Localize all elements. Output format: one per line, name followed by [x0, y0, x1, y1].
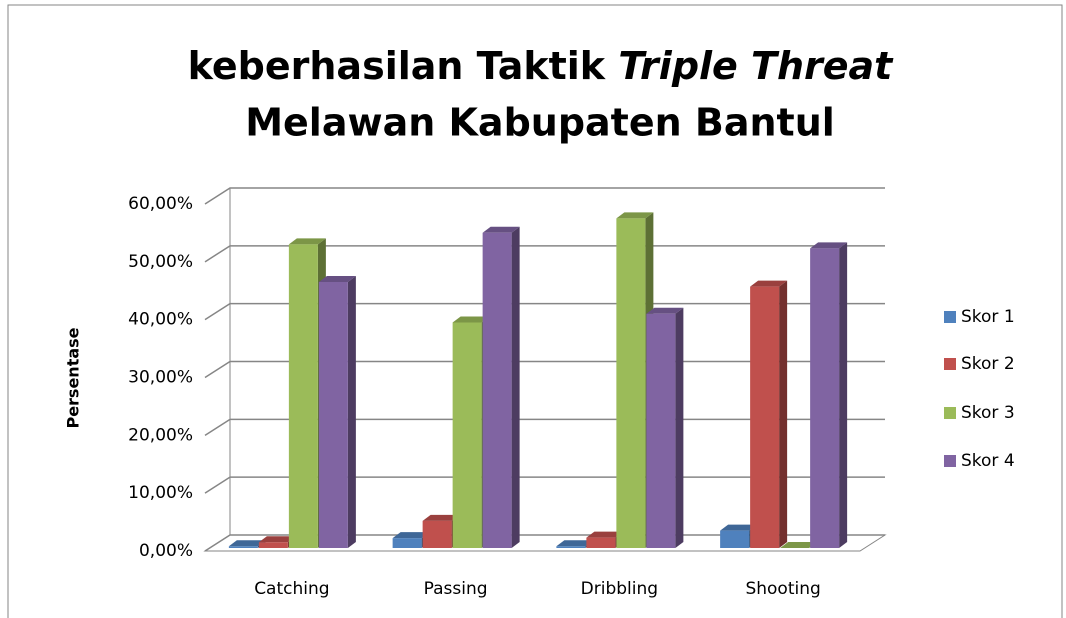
bar-face	[482, 226, 520, 233]
bar-face	[392, 532, 430, 539]
bar	[810, 242, 848, 548]
bar-face	[810, 242, 848, 249]
bar-face	[422, 520, 452, 548]
bar-face	[839, 242, 848, 548]
legend-label: Skor 4	[961, 451, 1015, 471]
bar-face	[586, 531, 624, 538]
y-tick-label: 60,00%	[128, 194, 193, 214]
bar-face	[616, 212, 654, 219]
y-tick-label: 30,00%	[128, 368, 193, 388]
bar-face	[586, 537, 616, 548]
grid-line	[204, 187, 885, 205]
bar	[780, 542, 818, 548]
y-tick-label: 50,00%	[128, 252, 193, 272]
legend-label: Skor 3	[961, 403, 1015, 423]
bar-face	[258, 542, 288, 548]
bar-face	[452, 322, 482, 548]
grid-line	[204, 302, 885, 321]
y-tick-label: 10,00%	[128, 483, 193, 503]
bar-face	[675, 307, 684, 548]
grid-line	[204, 245, 885, 263]
legend-swatch	[944, 407, 956, 419]
bar-face	[347, 275, 356, 548]
bar-face	[392, 538, 422, 548]
bar-face	[318, 275, 356, 282]
legend-label: Skor 2	[961, 354, 1015, 374]
chart-title: Melawan Kabupaten Bantul	[245, 101, 835, 145]
bar-face	[288, 244, 318, 548]
x-tick-label: Shooting	[745, 579, 820, 599]
bar-face	[288, 238, 326, 245]
bar	[750, 280, 788, 548]
bar-face	[720, 530, 750, 548]
bar-face	[452, 316, 490, 323]
x-tick-label: Passing	[424, 579, 488, 599]
bar-face	[228, 546, 258, 548]
bar-face	[511, 226, 520, 548]
legend-swatch	[944, 455, 956, 467]
bar-face	[482, 232, 512, 548]
bar-face	[258, 536, 296, 543]
y-axis-label: Persentase	[64, 327, 83, 428]
bar-face	[646, 307, 684, 314]
bar-face	[810, 248, 840, 548]
x-tick-label: Dribbling	[581, 579, 658, 599]
bar-face	[422, 514, 460, 521]
bar-face	[720, 524, 758, 531]
bar-face	[646, 313, 676, 548]
bar-face	[750, 280, 788, 287]
bar	[318, 275, 356, 548]
legend-label: Skor 1	[961, 307, 1015, 327]
bar-face	[779, 280, 788, 548]
bar-face	[750, 286, 780, 548]
bar-face	[228, 540, 266, 547]
title-part: Triple Threat	[618, 44, 894, 88]
chart-title: keberhasilan Taktik Triple Threat	[188, 44, 895, 88]
bar-face	[318, 281, 348, 548]
bar-face	[556, 540, 594, 547]
legend-swatch	[944, 358, 956, 370]
title-part: keberhasilan Taktik	[188, 44, 606, 88]
legend-swatch	[944, 311, 956, 323]
chart-frame	[7, 4, 1063, 618]
x-tick-label: Catching	[254, 579, 329, 599]
y-tick-label: 40,00%	[128, 310, 193, 330]
bar-face	[616, 218, 646, 548]
y-tick-label: 20,00%	[128, 425, 193, 445]
bar	[482, 226, 520, 548]
y-tick-label: 0,00%	[139, 541, 193, 561]
bar-face	[780, 542, 818, 548]
bar-face	[556, 546, 586, 548]
bar	[646, 307, 684, 548]
